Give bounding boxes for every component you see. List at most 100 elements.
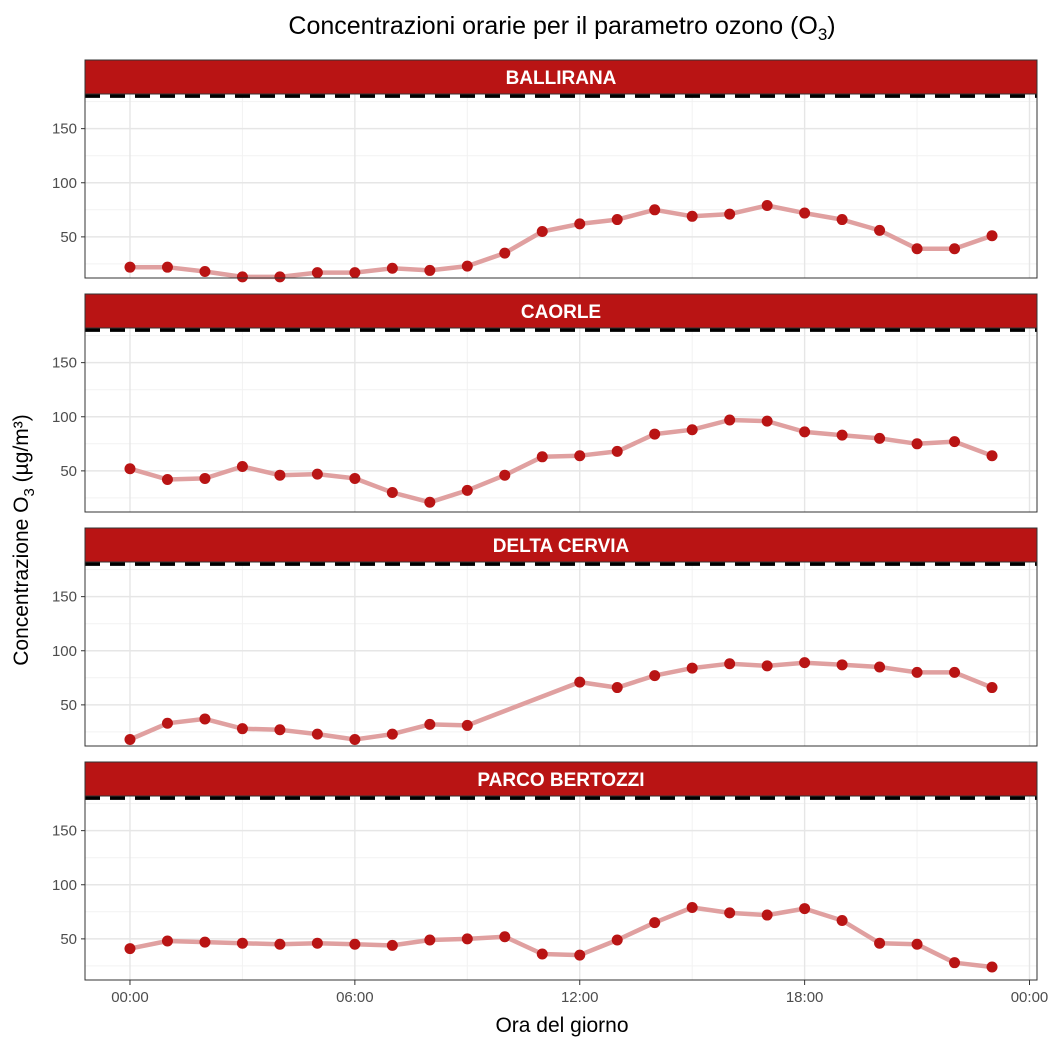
panel-border [84, 795, 1038, 981]
x-tick-label: 06:00 [336, 989, 374, 1006]
data-point [686, 901, 698, 913]
data-point [761, 660, 773, 672]
data-point [424, 496, 436, 508]
data-point [386, 262, 398, 274]
facet-strip [84, 293, 1038, 329]
facet-parco-bertozzi: PARCO BERTOZZI 50 100 150 [52, 761, 1038, 981]
y-tick-label: 50 [60, 931, 77, 948]
x-tick-label: 00:00 [1011, 989, 1049, 1006]
panel-border [84, 561, 1038, 747]
data-point [949, 666, 961, 678]
panel-border [84, 327, 1038, 513]
data-point [349, 938, 361, 950]
data-point [124, 261, 136, 273]
data-point [461, 484, 473, 496]
data-point [274, 271, 286, 283]
data-point [236, 461, 248, 473]
data-point [236, 723, 248, 735]
facet-strip [84, 59, 1038, 95]
data-point [199, 266, 211, 278]
data-point [311, 728, 323, 740]
data-point [386, 728, 398, 740]
data-point [161, 474, 173, 486]
data-point [499, 247, 511, 259]
data-point [424, 934, 436, 946]
facet-delta-cervia: DELTA CERVIA 50 100 150 [52, 527, 1038, 747]
data-point [274, 469, 286, 481]
data-point [349, 734, 361, 746]
data-point [124, 943, 136, 955]
facet-caorle: CAORLE 50 100 150 [52, 293, 1038, 513]
y-tick-label: 50 [60, 229, 77, 246]
data-point [611, 445, 623, 457]
y-tick-label: 100 [52, 409, 77, 426]
data-point [311, 267, 323, 279]
y-tick-label: 100 [52, 877, 77, 894]
x-axis: 00:00 06:00 12:00 18:00 00:00 [111, 980, 1048, 1006]
facet-strip-label: CAORLE [521, 302, 601, 323]
data-point [911, 243, 923, 255]
data-point [199, 472, 211, 484]
data-point [461, 260, 473, 272]
data-point [986, 450, 998, 462]
data-point [761, 415, 773, 427]
data-point [311, 468, 323, 480]
data-point [611, 934, 623, 946]
data-point [349, 267, 361, 279]
series-line [127, 417, 995, 505]
panel-border [84, 93, 1038, 279]
data-point [986, 961, 998, 973]
data-point [574, 450, 586, 462]
data-point [649, 204, 661, 216]
data-point [686, 210, 698, 222]
y-tick-label: 100 [52, 643, 77, 660]
data-point [536, 225, 548, 237]
data-point [949, 957, 961, 969]
data-point [836, 429, 848, 441]
data-point [311, 937, 323, 949]
data-point [461, 719, 473, 731]
data-point [836, 214, 848, 226]
facet-strip-label: PARCO BERTOZZI [477, 770, 644, 791]
data-point [536, 948, 548, 960]
y-axis-title: Concentrazione O3 (µg/m³) [10, 414, 38, 666]
data-point [874, 224, 886, 236]
y-tick-label: 50 [60, 463, 77, 480]
x-axis-title: Ora del giorno [495, 1014, 628, 1037]
data-point [461, 933, 473, 945]
data-point [799, 657, 811, 669]
data-point [161, 717, 173, 729]
data-point [911, 438, 923, 450]
data-point [574, 676, 586, 688]
data-point [874, 661, 886, 673]
data-point [874, 937, 886, 949]
data-point [761, 909, 773, 921]
data-point [386, 939, 398, 951]
data-point [274, 724, 286, 736]
data-point [949, 436, 961, 448]
data-point [424, 264, 436, 276]
data-point [649, 917, 661, 929]
facet-strip-label: BALLIRANA [506, 68, 617, 89]
x-tick-label: 12:00 [561, 989, 599, 1006]
data-point [124, 734, 136, 746]
data-point [274, 938, 286, 950]
data-point [911, 938, 923, 950]
y-tick-label: 100 [52, 175, 77, 192]
facet-ballirana: BALLIRANA 50 100 150 [52, 59, 1038, 283]
y-tick-label: 150 [52, 589, 77, 606]
data-point [161, 261, 173, 273]
data-point [611, 682, 623, 694]
data-point [499, 469, 511, 481]
y-tick-label: 50 [60, 697, 77, 714]
data-point [874, 432, 886, 444]
series-line [127, 203, 995, 280]
x-tick-label: 18:00 [786, 989, 824, 1006]
data-point [424, 718, 436, 730]
data-point [386, 487, 398, 499]
data-point [986, 230, 998, 242]
data-point [799, 426, 811, 438]
data-point [574, 949, 586, 961]
chart-title: Concentrazioni orarie per il parametro o… [288, 12, 835, 44]
